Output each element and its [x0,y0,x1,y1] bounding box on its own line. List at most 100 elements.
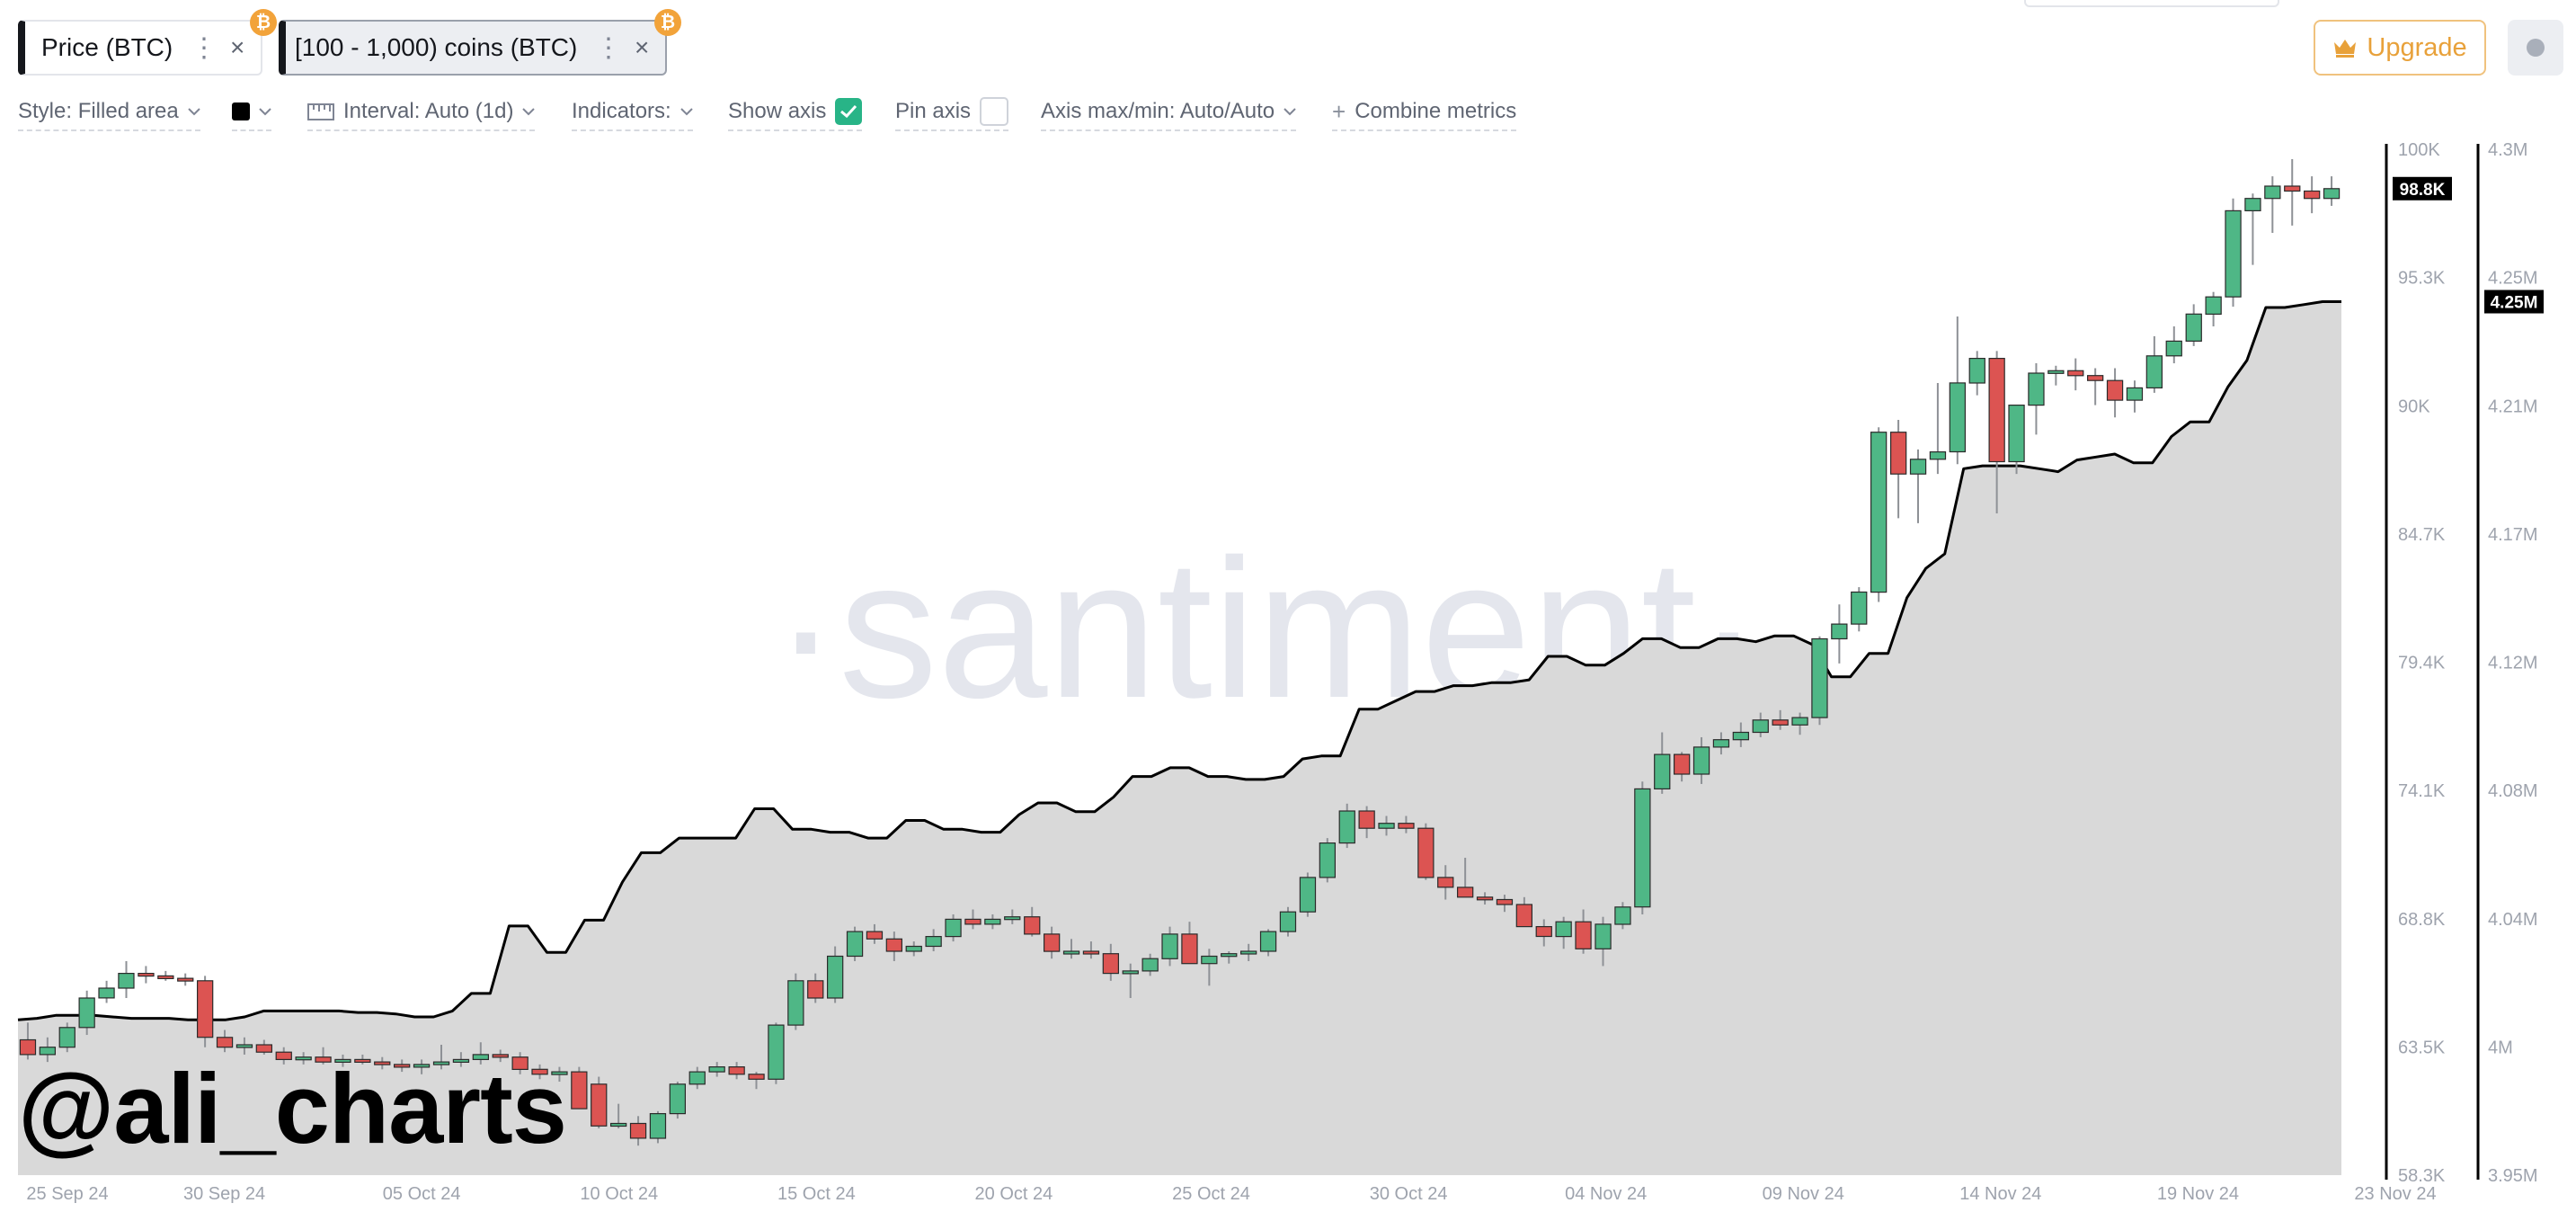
combine-metrics-button[interactable]: + Combine metrics [1332,94,1517,131]
candle-up [1851,591,1868,625]
color-swatch [232,102,250,120]
candle-down [1417,827,1435,878]
candle-up [39,1047,56,1056]
holdings-axis-tick: 4.3M [2488,140,2527,160]
axes: 100K 95.3K 90K 84.7K 79.4K 74.1K 68.8K 63.5K 58.… [26,140,2544,1204]
x-axis-tick: 14 Nov 24 [1959,1184,2041,1204]
show-axis-toggle[interactable]: Show axis [728,94,863,131]
candle-down [728,1065,745,1075]
candle-down [1673,753,1691,775]
checkbox-checked-icon[interactable] [835,98,863,125]
chevron-down-icon [259,107,271,115]
combine-metrics-label: Combine metrics [1355,99,1517,123]
candle-down [1476,896,1494,901]
pin-axis-label: Pin axis [895,99,972,123]
author-handle: @ali_charts [18,1054,567,1164]
candle-up [2264,185,2281,200]
holdings-axis-tick: 4.25M [2488,269,2538,289]
candle-down [1437,877,1454,888]
candle-up [1201,955,1218,965]
candle-down [394,1064,411,1068]
x-axis-tick: 05 Oct 24 [383,1184,461,1204]
kebab-menu-icon[interactable]: ⋮ [191,32,218,63]
candle-down [2067,370,2084,377]
candle-up [551,1071,568,1075]
style-dropdown[interactable]: Style: Filled area [18,94,200,131]
candle-up [945,918,962,938]
metric-tab-price[interactable]: Price (BTC) ⋮ × ₿ [18,9,277,76]
holdings-axis-tick: 4.21M [2488,397,2538,416]
close-icon[interactable]: × [635,33,650,61]
kebab-menu-icon[interactable]: ⋮ [595,32,622,63]
candle-up [649,1112,667,1139]
candle-up [1062,950,1080,955]
checkbox-unchecked-icon[interactable] [980,97,1009,126]
candle-up [472,1054,489,1061]
candle-down [177,977,194,982]
candle-up [2028,372,2045,406]
pin-axis-toggle[interactable]: Pin axis [895,94,1009,131]
candle-up [98,987,115,999]
candle-down [1043,933,1061,952]
chevron-down-icon [1284,107,1296,115]
candle-down [1358,810,1375,829]
metric-tab-holders[interactable]: [100 - 1,000) coins (BTC) ⋮ × ₿ [279,9,681,76]
price-axis-tick: 58.3K [2398,1166,2446,1186]
candle-down [19,1038,37,1056]
candle-up [2126,387,2144,401]
candle-down [374,1061,391,1065]
x-axis-tick: 25 Oct 24 [1172,1184,1250,1204]
metric-tab-label: [100 - 1,000) coins (BTC) [295,33,578,61]
crown-icon [2334,40,2357,58]
axis-maxmin-label: Axis max/min: Auto/Auto [1041,99,1275,123]
candle-up [2145,355,2163,388]
candle-up [1004,916,1021,921]
candle-down [1772,719,1789,726]
candle-up [1259,931,1277,952]
candle-down [571,1071,588,1110]
chevron-down-icon [522,107,536,115]
price-axis-tick: 95.3K [2398,269,2446,289]
holdings-area-fill [18,301,2341,1175]
candle-up [2008,405,2025,463]
upgrade-button[interactable]: Upgrade [2314,20,2486,76]
candle-down [531,1068,548,1075]
candle-up [1122,970,1139,975]
candle-down [1575,921,1592,949]
price-axis-tick: 79.4K [2398,654,2446,673]
interval-dropdown[interactable]: Interval: Auto (1d) [307,94,536,131]
color-picker[interactable] [232,94,271,131]
candle-up [2165,340,2182,357]
toggle-button[interactable] [2508,20,2563,76]
candle-up [2225,209,2242,298]
search-input[interactable] [2024,0,2279,7]
candle-up [1949,382,1967,453]
candle-up [1279,911,1297,932]
x-axis-tick: 15 Oct 24 [777,1184,856,1204]
candle-down [492,1054,509,1058]
price-axis-tick: 74.1K [2398,781,2446,801]
candle-up [708,1065,725,1073]
candle-up [1378,823,1395,829]
holdings-axis-tick: 4.04M [2488,910,2538,930]
candle-up [925,935,942,948]
axis-maxmin-dropdown[interactable]: Axis max/min: Auto/Auto [1041,94,1297,131]
candle-up [2185,313,2202,342]
candle-down [1024,916,1041,935]
candle-up [432,1061,450,1065]
candle-up [787,980,804,1026]
close-icon[interactable]: × [230,33,245,61]
indicators-label: Indicators: [572,99,671,123]
candle-down [2087,375,2104,381]
candle-up [334,1058,351,1064]
metric-tab-label: Price (BTC) [41,33,173,61]
holdings-axis-tick: 4.12M [2488,654,2538,673]
candle-down [1988,358,2005,463]
holdings-axis-tick: 3.95M [2488,1166,2538,1186]
indicators-dropdown[interactable]: Indicators: [572,94,693,131]
candle-up [1319,842,1337,878]
candle-up [1811,637,1828,718]
x-axis-tick: 20 Oct 24 [975,1184,1053,1204]
candle-down [885,938,902,952]
